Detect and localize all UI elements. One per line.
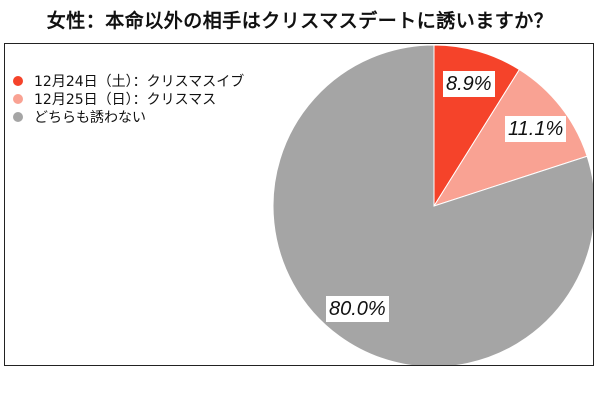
slice-label-christmas: 11.1% — [505, 116, 567, 142]
legend-dot-icon — [13, 76, 23, 86]
legend-item-christmas: 12月25日（日）：クリスマス — [13, 90, 244, 108]
legend-label: どちらも誘わない — [34, 110, 146, 126]
legend-item-neither: どちらも誘わない — [13, 108, 244, 126]
legend-item-christmas-eve: 12月24日（土）：クリスマスイブ — [13, 72, 244, 90]
slice-label-neither: 80.0% — [326, 296, 389, 322]
legend-label: 12月24日（土）：クリスマスイブ — [34, 74, 245, 90]
legend: 12月24日（土）：クリスマスイブ 12月25日（日）：クリスマス どちらも誘わ… — [13, 72, 244, 126]
legend-label: 12月25日（日）：クリスマス — [34, 92, 217, 108]
chart-title: 女性：本命以外の相手はクリスマスデートに誘いますか？ — [46, 10, 554, 32]
legend-dot-icon — [13, 94, 23, 104]
legend-dot-icon — [13, 112, 23, 122]
slice-neither — [272, 44, 593, 365]
slice-label-christmas-eve: 8.9% — [443, 71, 495, 97]
chart-frame: 12月24日（土）：クリスマスイブ 12月25日（日）：クリスマス どちらも誘わ… — [4, 43, 594, 366]
